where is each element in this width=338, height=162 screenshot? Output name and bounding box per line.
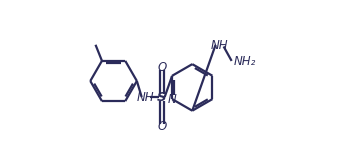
Text: S: S xyxy=(157,91,167,104)
Text: O: O xyxy=(157,61,166,74)
Text: O: O xyxy=(157,120,166,133)
Text: N: N xyxy=(168,93,176,106)
Text: NH: NH xyxy=(137,91,154,104)
Text: NH: NH xyxy=(211,39,228,52)
Text: NH₂: NH₂ xyxy=(234,55,257,68)
